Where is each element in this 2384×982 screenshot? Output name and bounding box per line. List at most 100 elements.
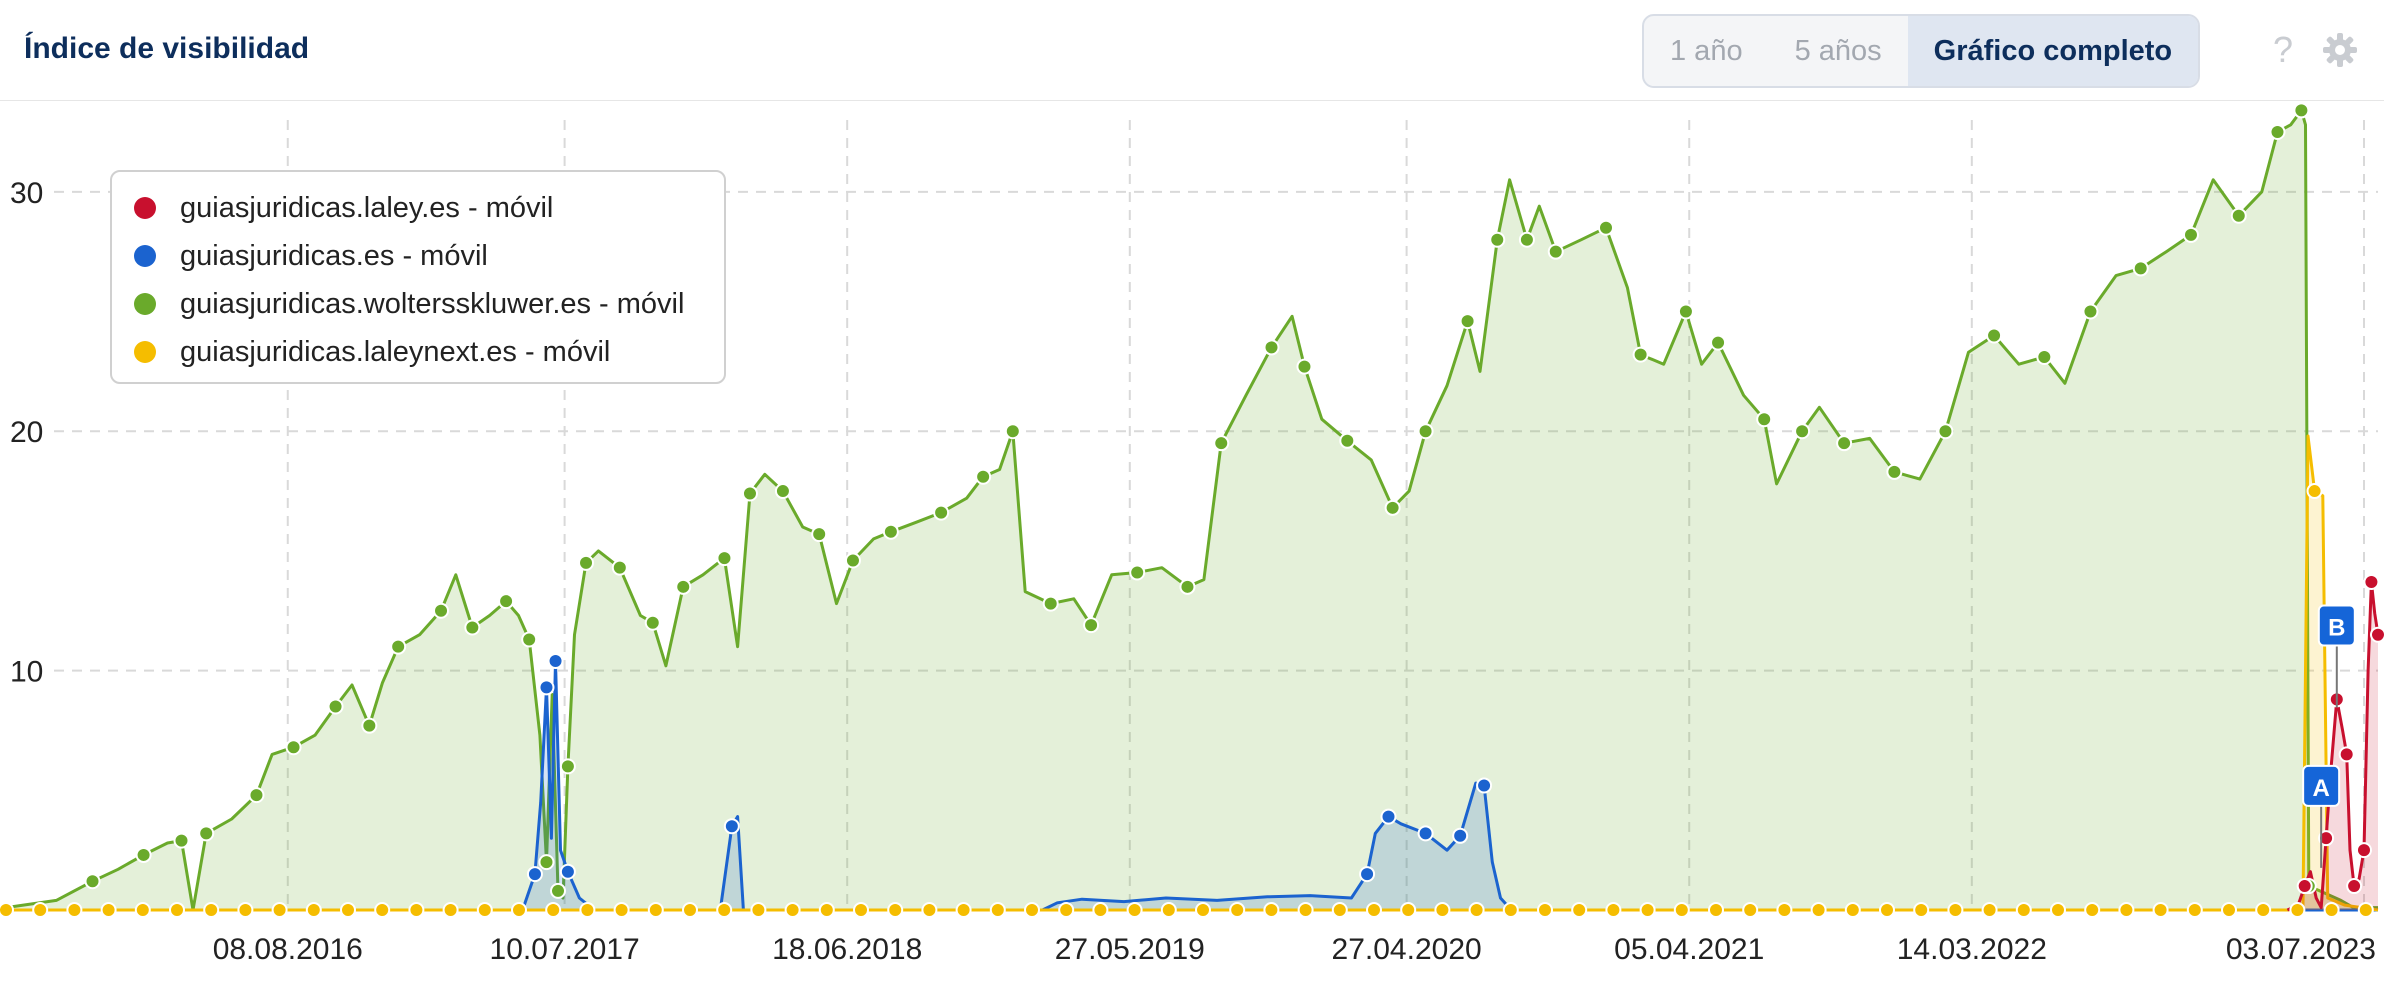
data-point-wolterskluwer — [1710, 334, 1727, 351]
data-point-laleynext — [2289, 902, 2306, 918]
data-point-laleynext — [921, 902, 938, 918]
data-point-laleynext — [1400, 902, 1417, 918]
data-point-laleynext — [2118, 902, 2135, 918]
data-point-guiasjuridicas — [1476, 777, 1493, 794]
data-point-guiasjuridicas — [526, 866, 543, 883]
legend-dot — [134, 197, 156, 219]
data-point-laleynext — [2306, 483, 2323, 500]
data-point-laleynext — [1434, 902, 1451, 918]
legend-dot — [134, 341, 156, 363]
chart-title: Índice de visibilidad — [24, 32, 310, 65]
data-point-wolterskluwer — [135, 846, 152, 863]
data-point-wolterskluwer — [248, 787, 265, 804]
data-point-wolterskluwer — [1417, 423, 1434, 440]
data-point-laleynext — [2015, 902, 2032, 918]
data-point-wolterskluwer — [1598, 219, 1615, 236]
chart-legend: guiasjuridicas.laley.es - móvil guiasjur… — [110, 170, 726, 384]
line-laley — [2286, 580, 2380, 912]
data-point-wolterskluwer — [2230, 207, 2247, 224]
annotation-flag — [2317, 604, 2356, 647]
data-point-laleynext — [442, 902, 459, 918]
question-icon[interactable]: ? — [2266, 30, 2300, 70]
range-1-year-button[interactable]: 1 año — [1670, 35, 1743, 67]
data-point-laleynext — [784, 902, 801, 918]
data-point-laleynext — [1913, 902, 1930, 918]
x-tick-label: 03.07.2023 — [2226, 933, 2376, 966]
data-point-wolterskluwer — [1296, 358, 1313, 375]
data-point-laleynext — [1742, 902, 1759, 918]
data-point-wolterskluwer — [644, 614, 661, 631]
data-point-laleynext — [955, 902, 972, 918]
data-point-laleynext — [887, 902, 904, 918]
data-point-wolterskluwer — [1794, 423, 1811, 440]
range-5-years-button[interactable]: 5 años — [1794, 35, 1882, 67]
data-point-laleynext — [1981, 902, 1998, 918]
annotation-label: A — [2312, 775, 2329, 802]
legend-label: guiasjuridicas.es - móvil — [180, 239, 488, 272]
data-point-laleynext — [374, 902, 391, 918]
data-point-wolterskluwer — [559, 758, 576, 775]
legend-item-laley[interactable]: guiasjuridicas.laley.es - móvil — [134, 184, 724, 232]
data-point-laleynext — [1673, 902, 1690, 918]
data-point-wolterskluwer — [1459, 313, 1476, 330]
legend-item-guiasjuridicas[interactable]: guiasjuridicas.es - móvil — [134, 232, 724, 280]
legend-item-wolterskluwer[interactable]: guiasjuridicas.woltersskluwer.es - móvil — [134, 280, 724, 328]
legend-label: guiasjuridicas.laley.es - móvil — [180, 191, 554, 224]
data-point-laleynext — [647, 902, 664, 918]
gear-icon[interactable] — [2322, 32, 2358, 68]
y-tick-label: 20 — [10, 416, 43, 449]
data-point-laleynext — [511, 902, 527, 918]
data-point-laleynext — [476, 902, 493, 918]
annotation-flag — [2302, 764, 2341, 807]
area-wolterskluwer — [6, 110, 2378, 910]
data-point-wolterskluwer — [1886, 463, 1903, 480]
data-point-laley — [2370, 626, 2384, 643]
data-point-wolterskluwer — [538, 854, 555, 871]
y-tick-label: 10 — [10, 656, 43, 689]
data-point-wolterskluwer — [1179, 578, 1196, 595]
legend-item-laleynext[interactable]: guiasjuridicas.laleynext.es - móvil — [134, 328, 724, 376]
data-point-wolterskluwer — [464, 619, 481, 636]
data-point-wolterskluwer — [2132, 260, 2149, 277]
data-point-wolterskluwer — [1836, 435, 1853, 452]
data-point-laleynext — [134, 902, 151, 918]
data-point-laleynext — [169, 902, 185, 918]
data-point-wolterskluwer — [433, 602, 450, 619]
legend-dot — [134, 293, 156, 315]
range-full-chart-button[interactable]: Gráfico completo — [1907, 16, 2199, 86]
data-point-wolterskluwer — [2036, 349, 2053, 365]
data-point-guiasjuridicas — [547, 653, 564, 670]
data-point-laleynext — [579, 902, 596, 918]
data-point-laleynext — [1024, 902, 1040, 918]
data-point-laleynext — [1502, 902, 1519, 918]
data-point-laleynext — [100, 902, 117, 918]
svg-text:?: ? — [2273, 30, 2293, 70]
data-point-wolterskluwer — [550, 882, 567, 899]
data-point-wolterskluwer — [1756, 411, 1773, 428]
data-point-wolterskluwer — [327, 698, 344, 715]
data-point-guiasjuridicas — [723, 818, 740, 835]
line-wolterskluwer — [5, 108, 2378, 912]
legend-label: guiasjuridicas.woltersskluwer.es - móvil — [180, 287, 685, 320]
data-point-laleynext — [1366, 902, 1382, 918]
x-tick-label: 27.04.2020 — [1332, 933, 1482, 966]
data-point-wolterskluwer — [1129, 564, 1146, 581]
data-point-guiasjuridicas — [538, 679, 555, 696]
data-point-wolterskluwer — [173, 832, 190, 849]
data-point-wolterskluwer — [882, 523, 899, 540]
legend-dot — [134, 245, 156, 267]
data-point-wolterskluwer — [361, 717, 378, 734]
data-point-laleynext — [1844, 902, 1861, 918]
data-point-laleynext — [1331, 902, 1348, 918]
data-point-wolterskluwer — [498, 593, 515, 610]
data-point-wolterskluwer — [611, 559, 628, 576]
data-point-wolterskluwer — [741, 485, 758, 502]
data-point-laleynext — [2255, 902, 2272, 918]
data-point-wolterskluwer — [84, 873, 101, 890]
chart-header: Índice de visibilidad 1 año 5 años Gráfi… — [0, 0, 2384, 101]
data-point-wolterskluwer — [1677, 303, 1694, 320]
data-point-wolterskluwer — [1042, 595, 1059, 612]
x-tick-label: 27.05.2019 — [1055, 933, 1205, 966]
data-point-laleynext — [2152, 902, 2169, 918]
x-tick-label: 14.03.2022 — [1897, 933, 2047, 966]
